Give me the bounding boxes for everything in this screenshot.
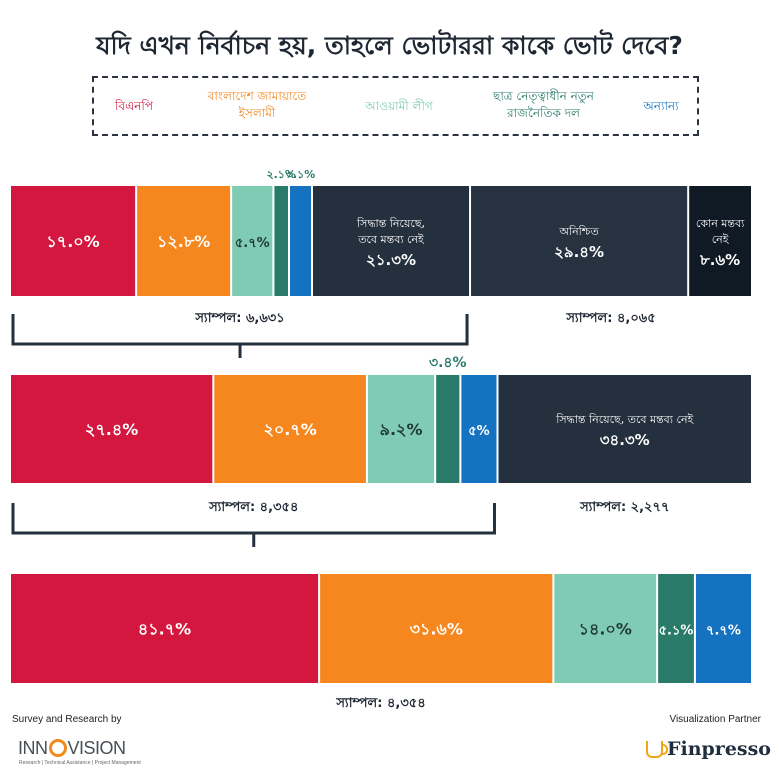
data-label: ২৯.৪% [554,243,604,261]
data-label: ৫.৭% [235,236,270,251]
page-title: যদি এখন নির্বাচন হয়, তাহলে ভোটাররা কাকে… [96,31,683,60]
data-label: ৩৪.৩% [600,431,650,449]
segment-sublabel: সিদ্ধান্ত নিয়েছে, [356,217,425,230]
bar-segment [312,186,470,296]
finpresso-logo: Finpresso [646,738,771,760]
innovision-logo-right: VISION [67,738,127,758]
sample-label: স্যাম্পল: ৪,০৬৫ [565,311,655,326]
data-label: ৩১.৬% [410,620,463,639]
legend-item-ncp: ছাত্র নেতৃত্বাধীন নতুন রাজনৈতিক দল [466,88,621,122]
sample-label: স্যাম্পল: ৬,৬৩১ [194,311,284,326]
viz-partner-credit: Visualization Partner [669,714,761,725]
data-label: ১৭.০% [46,232,99,251]
data-label: ৪১.৭% [138,620,191,639]
survey-credit: Survey and Research by [12,714,122,725]
bar-segment [320,574,553,683]
sample-label: স্যাম্পল: ২,২৭৭ [579,500,669,515]
bar-segment [471,186,688,296]
innovision-o-icon [48,739,67,757]
data-label: ৮.৬% [699,251,740,269]
legend-label-jamaat-line2: ইসলামী [238,106,276,120]
legend-item-jamaat: বাংলাদেশ জামায়াতে ইসলামী [182,88,332,122]
legend-label-bnp: বিএনপি [115,99,153,113]
legend-label-ncp-line2: রাজনৈতিক দল [507,106,580,120]
bar-segment [232,186,273,296]
finpresso-logo-text: Finpresso [667,738,771,760]
bar-segment [274,186,288,296]
data-label: ১৪.০% [579,620,632,639]
data-label: ২৭.৪% [85,420,138,439]
innovision-logo-left: INN [18,738,48,758]
bar-segment [289,186,311,296]
segment-sublabel: সিদ্ধান্ত নিয়েছে, তবে মন্তব্য নেই [555,413,694,426]
bar-segment [137,186,231,296]
segment-sublabel: নেই [712,233,730,246]
stacked-bar-charts: ১৭.০% ১২.৮% ৫.৭% ২.১%৩.১% সিদ্ধান্ত নিয়েছে,… [11,168,751,710]
innovision-tagline: Research | Technical Assistance | Projec… [19,760,141,766]
sample-label: স্যাম্পল: ৪,৩৫৪ [208,500,298,515]
data-label-outside: ২.১% [266,168,296,181]
innovision-logo: INN VISION [18,738,126,759]
data-label: ৯.২% [380,420,423,439]
data-label: ৭.৭% [706,624,741,639]
bar-segment [367,375,435,483]
segment-sublabel: কোন মন্তব্য [696,217,745,230]
data-label: ২০.৭% [263,420,316,439]
legend-label-awami: আওয়ামী লীগ [365,99,433,113]
coffee-cup-icon [646,741,668,758]
data-label: ১২.৮% [157,232,210,251]
bar-segment [498,375,751,483]
legend-item-bnp: বিএনপি [104,98,164,115]
bar-segment [461,375,497,483]
legend-item-awami: আওয়ামী লীগ [344,98,454,115]
legend-label-ncp-line1: ছাত্র নেতৃত্বাধীন নতুন [493,89,594,103]
legend-label-jamaat-line1: বাংলাদেশ জামায়াতে [207,89,307,103]
bar-segment [554,574,657,683]
data-label-outside: ৩.৪% [429,355,467,371]
data-label: ২১.৩% [366,251,416,269]
segment-sublabel: তবে মন্তব্য নেই [357,233,425,246]
data-label: ৫% [468,424,489,439]
data-label: ৫.১% [659,624,694,639]
legend-box: বিএনপি বাংলাদেশ জামায়াতে ইসলামী আওয়ামী… [92,76,699,136]
bar-segment [436,375,460,483]
bar-segment [214,375,366,483]
bar-segment [11,574,319,683]
sample-label: স্যাম্পল: ৪,৩৫৪ [335,696,425,710]
legend-item-other: অন্যান্য [629,98,693,115]
bar-segment [695,574,751,683]
bar-segment [658,574,694,683]
bar-segment [11,375,213,483]
segment-sublabel: অনিশ্চিত [558,225,599,238]
bar-segment [11,186,136,296]
data-label-outside: ৩.১% [286,168,316,181]
bar-segment [689,186,751,296]
legend-label-other: অন্যান্য [643,99,679,113]
